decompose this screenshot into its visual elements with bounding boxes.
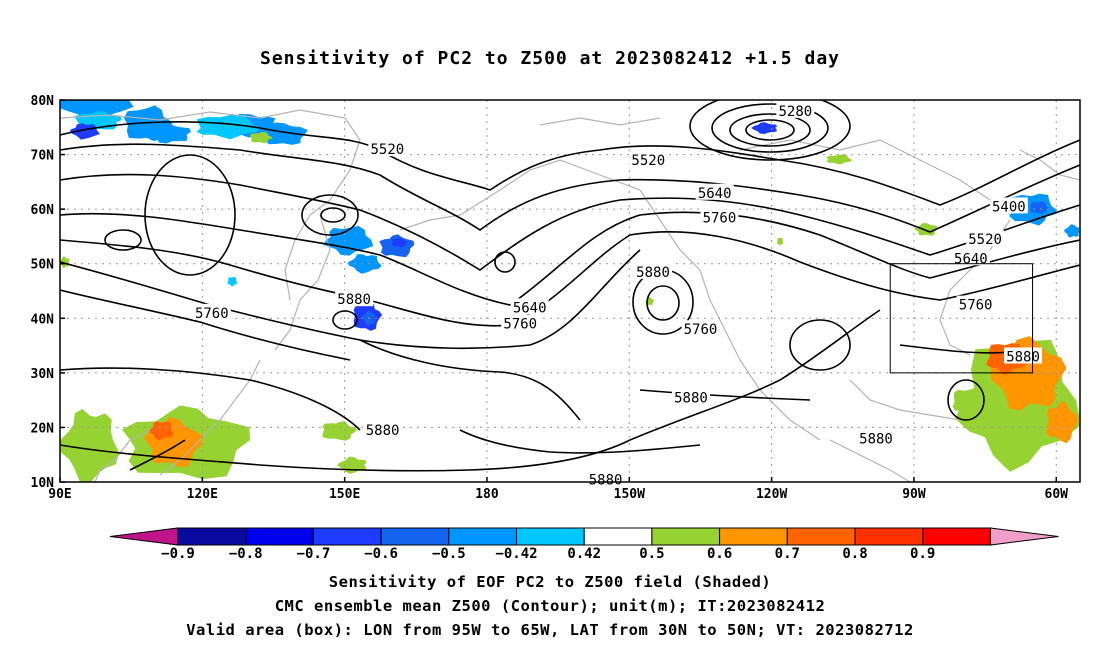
lon-tick-label: 60W (1045, 487, 1069, 500)
contour-label-text: 5880 (589, 472, 623, 488)
contour-label-text: 5640 (698, 186, 732, 202)
contour-label: 5880 (363, 421, 402, 439)
lon-tick-label: 90E (48, 487, 71, 500)
contour-label-text: 5880 (859, 431, 893, 447)
caption-line-2: CMC ensemble mean Z500 (Contour); unit(m… (274, 597, 826, 615)
colorbar-swatch (380, 527, 450, 546)
colorbar-swatch (922, 527, 991, 546)
contour-label: 5760 (501, 314, 540, 333)
lat-tick-label: 40N (31, 312, 55, 327)
contour-label: 5880 (335, 290, 374, 308)
caption-line-1: Sensitivity of EOF PC2 to Z500 field (Sh… (328, 573, 772, 591)
colorbar-swatch (516, 527, 585, 546)
lat-tick-label: 20N (31, 421, 55, 436)
colorbar-swatch (448, 527, 517, 546)
z500-contours (60, 100, 1080, 472)
caption-line-3: Valid area (box): LON from 95W to 65W, L… (186, 621, 914, 639)
contour-label-text: 5760 (195, 306, 229, 322)
colorbar-swatch (245, 527, 314, 546)
contour-label-text: 5400 (992, 199, 1026, 215)
colorbar-label: −0.5 (432, 546, 466, 562)
plot-title: Sensitivity of PC2 to Z500 at 2023082412… (259, 48, 840, 69)
map-frame (59, 99, 1081, 483)
colorbar-swatch (854, 527, 924, 546)
contour-label-text: 5760 (503, 317, 537, 333)
colorbar-label: −0.8 (229, 546, 263, 562)
contour-label-text: 5880 (1006, 349, 1040, 365)
colorbar: −0.9 −0.8 −0.7 −0.6 −0.5 −0.42 0.42 0.5 0.6 0.7 0.… (109, 527, 1059, 562)
contour-label-text: 5280 (778, 104, 812, 120)
contour-label-text: 5520 (370, 142, 404, 158)
colorbar-label: −0.6 (364, 546, 398, 562)
colorbar-label: 0.9 (910, 546, 935, 562)
contour-label-text: 5520 (968, 232, 1002, 248)
colorbar-label: −0.9 (161, 546, 195, 562)
colorbar-label: 0.42 (567, 546, 601, 562)
colorbar-label: −0.42 (495, 546, 537, 562)
contour-label: 5760 (192, 303, 231, 322)
lat-tick-label: 10N (31, 476, 55, 491)
contour-label: 5880 (671, 388, 710, 406)
colorbar-label: −0.7 (297, 546, 331, 562)
colorbar-label: 0.7 (775, 546, 800, 562)
contour-label: 5640 (510, 298, 549, 316)
contour-label: 5760 (956, 295, 995, 314)
contour-label-text: 5520 (631, 153, 665, 169)
contour-label-text: 5760 (959, 298, 993, 314)
contour-label: 5520 (629, 151, 668, 169)
colorbar-label: 0.8 (842, 546, 867, 562)
colorbar-swatch (786, 527, 856, 546)
colorbar-swatch (719, 527, 788, 546)
contour-label: 5640 (695, 183, 734, 202)
lon-tick-label: 90W (902, 487, 926, 500)
lon-tick-label: 120W (756, 487, 787, 500)
contour-label: 5400 (989, 197, 1028, 215)
lon-tick-label: 180 (475, 487, 499, 500)
lat-tick-label: 80N (31, 94, 55, 109)
contour-label: 5520 (368, 140, 407, 158)
sensitivity-shading (60, 100, 1080, 482)
lat-tick-label: 70N (31, 149, 55, 164)
colorbar-swatch (583, 527, 653, 546)
contour-label: 5760 (681, 320, 720, 338)
contour-label: 5880 (857, 429, 895, 447)
colorbar-label: 0.6 (707, 546, 732, 562)
colorbar-swatch (651, 527, 721, 546)
colorbar-arrow-right (989, 527, 1059, 546)
contour-label-text: 5880 (636, 265, 670, 281)
sensitivity-map: 5280552055205640576054005520564058805880… (31, 94, 1081, 500)
colorbar-label: 0.5 (639, 546, 664, 562)
lon-tick-label: 150E (329, 487, 360, 500)
contour-label-text: 5880 (674, 390, 708, 406)
valid-area-box (889, 263, 1034, 374)
lat-tick-label: 30N (31, 367, 55, 382)
contour-label-text: 5640 (513, 300, 547, 316)
lat-tick-label: 50N (31, 258, 55, 273)
colorbar-arrow-left (109, 527, 179, 546)
lon-tick-label: 120E (187, 487, 218, 500)
lon-tick-label: 150W (614, 487, 645, 500)
contour-label: 5760 (700, 208, 739, 226)
contour-label-text: 5760 (684, 322, 718, 338)
contour-label-text: 5760 (703, 210, 737, 226)
lat-tick-label: 60N (31, 203, 55, 218)
contour-label-text: 5880 (337, 292, 371, 308)
colorbar-swatch (177, 527, 247, 546)
colorbar-swatch (312, 527, 382, 546)
contour-label-text: 5880 (366, 423, 400, 439)
contour-label: 5520 (966, 230, 1005, 248)
contour-label: 5880 (634, 262, 673, 281)
contour-label: 5280 (776, 101, 815, 120)
